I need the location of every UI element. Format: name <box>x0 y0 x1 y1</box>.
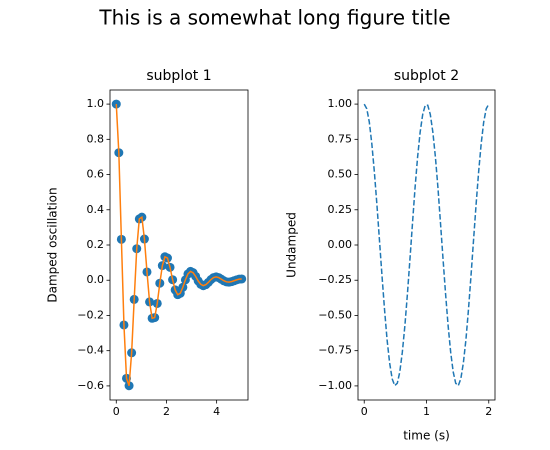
y-tick-label: −0.50 <box>318 308 352 321</box>
y-axis-label: Undamped <box>285 212 299 278</box>
axes-title: subplot 1 <box>146 68 211 84</box>
y-tick-label: 1.00 <box>328 97 353 110</box>
y-tick-label: 0.00 <box>328 238 353 251</box>
x-tick-label: 2 <box>163 405 170 418</box>
y-tick-label: −0.4 <box>77 344 104 357</box>
figure-title: This is a somewhat long figure title <box>98 6 450 30</box>
y-tick-label: −0.2 <box>77 308 104 321</box>
axes-title: subplot 2 <box>394 68 459 84</box>
x-tick-label: 0 <box>361 405 368 418</box>
y-tick-label: 0.0 <box>87 273 105 286</box>
y-tick-label: 0.6 <box>87 168 105 181</box>
y-tick-label: 0.8 <box>87 132 105 145</box>
y-tick-label: 0.50 <box>328 168 353 181</box>
y-tick-label: 0.2 <box>87 238 105 251</box>
x-axis-label: time (s) <box>403 429 450 443</box>
y-axis-label: Damped oscillation <box>46 187 60 302</box>
x-tick-label: 0 <box>113 405 120 418</box>
y-tick-label: 1.0 <box>87 97 105 110</box>
x-tick-label: 1 <box>423 405 430 418</box>
y-tick-label: −0.6 <box>77 379 104 392</box>
data-line <box>115 104 242 386</box>
x-tick-label: 2 <box>485 405 492 418</box>
y-tick-label: 0.25 <box>328 203 353 216</box>
y-tick-label: −0.25 <box>318 273 352 286</box>
y-tick-label: −1.00 <box>318 379 352 392</box>
y-tick-label: 0.4 <box>87 203 105 216</box>
y-tick-label: 0.75 <box>328 132 353 145</box>
y-tick-label: −0.75 <box>318 344 352 357</box>
x-tick-label: 4 <box>213 405 220 418</box>
